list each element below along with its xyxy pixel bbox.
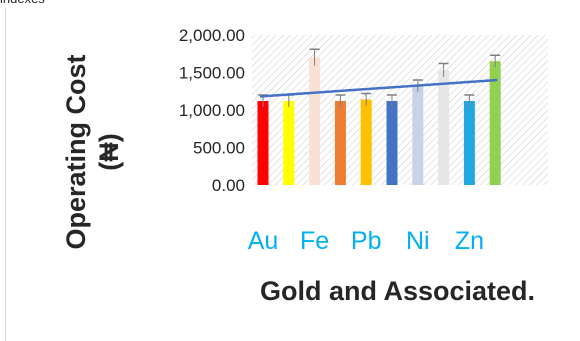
x-category-label: Fe	[300, 227, 329, 255]
x-category-label: Ni	[406, 227, 430, 255]
bar	[360, 99, 372, 185]
y-tick-label: 1,500.00	[179, 64, 245, 83]
y-axis-title-unit: (₦)	[94, 133, 124, 170]
plot-area-hatch	[252, 35, 548, 185]
bar	[412, 86, 424, 185]
y-tick-label: 500.00	[193, 139, 245, 158]
bar	[309, 57, 321, 185]
y-axis-ticks: 0.00 500.00 1,000.00 1,500.00 2,000.00	[179, 26, 245, 195]
error-bars	[258, 48, 501, 107]
top-text-fragment: indexes	[0, 0, 45, 6]
left-border-line	[5, 8, 6, 341]
bar	[386, 101, 398, 185]
bar	[463, 101, 475, 185]
bar	[334, 101, 346, 185]
x-category-label: Pb	[351, 227, 382, 255]
y-tick-label: 1,000.00	[179, 101, 245, 120]
bar	[438, 70, 450, 185]
y-axis-title: Operating Cost	[61, 54, 91, 249]
x-axis-categories: Au Fe Pb Ni Zn	[248, 227, 484, 255]
x-category-label: Zn	[455, 227, 484, 255]
x-axis-title: Gold and Associated.	[260, 276, 535, 306]
y-tick-label: 2,000.00	[179, 26, 245, 45]
bars	[257, 57, 501, 185]
trendline	[259, 78, 498, 98]
bar	[489, 61, 501, 185]
x-category-label: Au	[248, 227, 279, 255]
bar	[283, 101, 295, 185]
bar	[257, 101, 269, 185]
y-tick-label: 0.00	[212, 176, 245, 195]
